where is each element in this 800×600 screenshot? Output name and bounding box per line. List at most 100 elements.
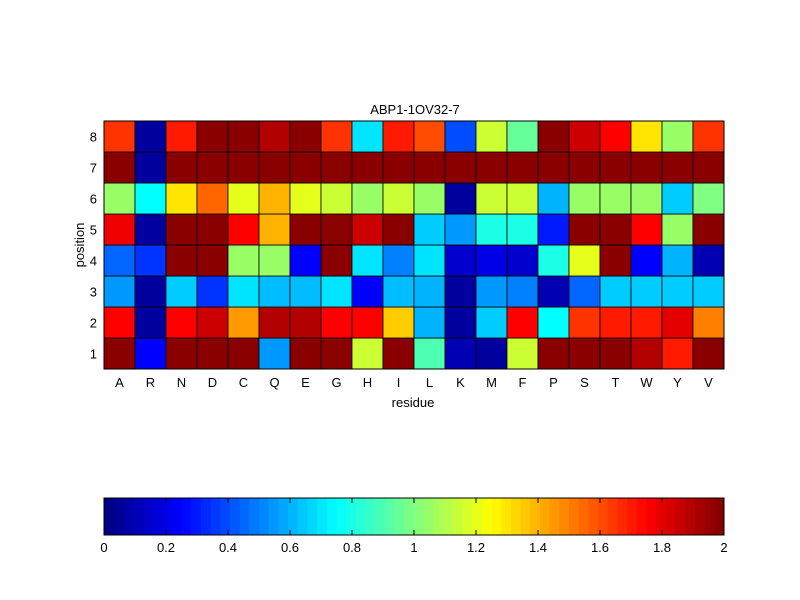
heatmap-cell-E-4: [289, 244, 322, 277]
colorbar-segment: [404, 498, 415, 535]
heatmap-cell-Y-7: [661, 151, 694, 184]
heatmap-cell-W-1: [630, 337, 663, 370]
heatmap-cell-I-2: [382, 306, 415, 339]
x-tick-label: S: [580, 375, 589, 390]
colorbar-segment: [142, 498, 153, 535]
colorbar-segment: [288, 498, 299, 535]
heatmap-cell-W-4: [630, 244, 663, 277]
heatmap-cell-C-2: [227, 306, 260, 339]
heatmap-cell-N-3: [165, 275, 198, 308]
colorbar-segment: [384, 498, 396, 535]
heatmap-cell-P-8: [537, 120, 570, 153]
x-tick-label: E: [301, 375, 310, 390]
heatmap-cell-T-3: [599, 275, 632, 308]
colorbar-segment: [694, 498, 706, 535]
heatmap-cell-T-5: [599, 213, 632, 246]
colorbar-segment: [113, 498, 124, 535]
heatmap-cell-L-6: [413, 182, 446, 215]
heatmap-cell-A-1: [103, 337, 136, 370]
heatmap-cell-E-7: [289, 151, 322, 184]
heatmap-cell-L-8: [413, 120, 446, 153]
heatmap-cell-K-1: [444, 337, 477, 370]
heatmap-cell-V-4: [692, 244, 725, 277]
colorbar-tick-label: 1.8: [653, 540, 671, 555]
heatmap-cell-S-7: [568, 151, 601, 184]
heatmap-cell-L-2: [413, 306, 446, 339]
heatmap-cell-M-3: [475, 275, 508, 308]
heatmap-cell-N-7: [165, 151, 198, 184]
heatmap-cell-C-7: [227, 151, 260, 184]
heatmap-cell-L-1: [413, 337, 446, 370]
heatmap-cell-V-1: [692, 337, 725, 370]
x-tick-label: V: [704, 375, 713, 390]
heatmap-cell-I-6: [382, 182, 415, 215]
heatmap-cell-Q-5: [258, 213, 291, 246]
x-tick-label: R: [146, 375, 155, 390]
heatmap-cell-H-4: [351, 244, 384, 277]
colorbar-segment: [530, 498, 541, 535]
colorbar-segment: [220, 498, 231, 535]
x-tick-label: W: [640, 375, 653, 390]
heatmap-cell-E-8: [289, 120, 322, 153]
heatmap-cell-F-2: [506, 306, 539, 339]
heatmap-cell-S-3: [568, 275, 601, 308]
colorbar-segment: [462, 498, 473, 535]
heatmap-cell-N-8: [165, 120, 198, 153]
colorbar-segment: [346, 498, 357, 535]
heatmap-cell-A-8: [103, 120, 136, 153]
heatmap-cell-K-3: [444, 275, 477, 308]
heatmap-cell-Y-3: [661, 275, 694, 308]
y-tick-label: 2: [90, 316, 97, 331]
heatmap-cell-S-4: [568, 244, 601, 277]
heatmap-cell-V-5: [692, 213, 725, 246]
heatmap-cell-C-8: [227, 120, 260, 153]
heatmap-cell-G-7: [320, 151, 353, 184]
heatmap-cell-P-5: [537, 213, 570, 246]
heatmap-cell-C-4: [227, 244, 260, 277]
colorbar-segment: [152, 498, 163, 535]
heatmap-cell-R-3: [134, 275, 167, 308]
heatmap-cell-V-3: [692, 275, 725, 308]
heatmap-cell-F-1: [506, 337, 539, 370]
colorbar-segment: [191, 498, 202, 535]
colorbar-segment: [607, 498, 618, 535]
colorbar-segment: [665, 498, 677, 535]
heatmap-cell-K-6: [444, 182, 477, 215]
heatmap-cell-Q-4: [258, 244, 291, 277]
heatmap-cell-M-8: [475, 120, 508, 153]
colorbar-segment: [355, 498, 367, 535]
y-tick-label: 8: [90, 130, 97, 145]
colorbar-segment: [617, 498, 628, 535]
heatmap-cell-T-1: [599, 337, 632, 370]
heatmap-cell-F-8: [506, 120, 539, 153]
heatmap-cell-I-5: [382, 213, 415, 246]
heatmap-cell-W-7: [630, 151, 663, 184]
heatmap-cell-V-7: [692, 151, 725, 184]
heatmap-cell-G-1: [320, 337, 353, 370]
heatmap-cell-L-3: [413, 275, 446, 308]
heatmap-cell-P-3: [537, 275, 570, 308]
heatmap-cell-Y-4: [661, 244, 694, 277]
heatmap-cell-H-5: [351, 213, 384, 246]
heatmap-cell-H-1: [351, 337, 384, 370]
heatmap-cell-F-4: [506, 244, 539, 277]
heatmap-cell-G-3: [320, 275, 353, 308]
colorbar-segment: [171, 498, 182, 535]
x-tick-label: H: [363, 375, 372, 390]
heatmap-cell-R-6: [134, 182, 167, 215]
colorbar-segment: [704, 498, 715, 535]
colorbar-segment: [452, 498, 463, 535]
heatmap-cell-D-8: [196, 120, 229, 153]
heatmap-cell-Y-1: [661, 337, 694, 370]
colorbar-segment: [685, 498, 696, 535]
colorbar-tick-label: 0.8: [343, 540, 361, 555]
heatmap-cell-M-7: [475, 151, 508, 184]
heatmap-cell-E-6: [289, 182, 322, 215]
heatmap-cell-R-2: [134, 306, 167, 339]
heatmap-cell-D-2: [196, 306, 229, 339]
heatmap-cell-G-6: [320, 182, 353, 215]
colorbar-tick-label: 2: [720, 540, 727, 555]
heatmap-cell-N-5: [165, 213, 198, 246]
x-tick-label: G: [331, 375, 341, 390]
heatmap-cell-P-4: [537, 244, 570, 277]
